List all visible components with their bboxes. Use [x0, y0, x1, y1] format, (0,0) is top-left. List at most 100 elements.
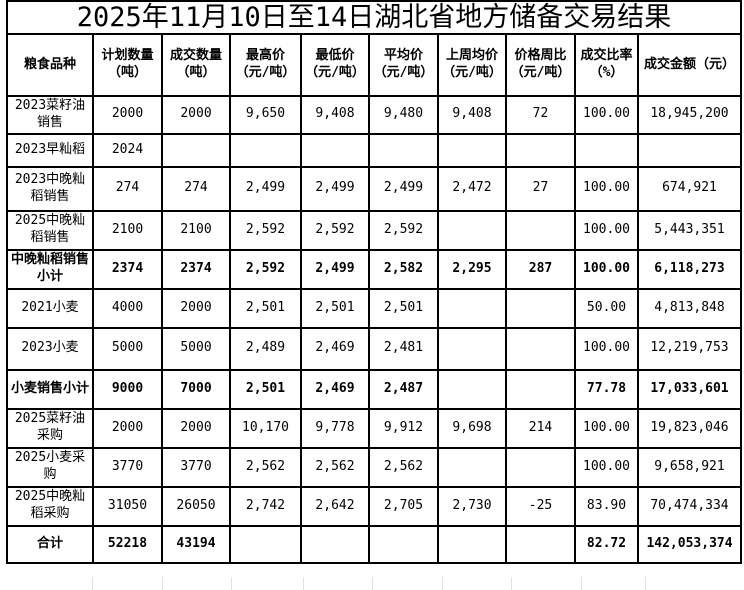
page-title: 2025年11月10日至14日湖北省地方储备交易结果: [6, 0, 742, 35]
column-header-traded-qty: 成交数量 （吨）: [161, 33, 231, 97]
table-row: 2023菜籽油销售 2000 2000 9,650 9,408 9,480 9,…: [6, 95, 742, 135]
cell-max-price: 2,562: [229, 446, 302, 488]
cell-price-week-on-week: [505, 326, 576, 371]
table-row: 中晚籼稻销售小计 2374 2374 2,592 2,499 2,582 2,2…: [6, 248, 742, 290]
cell-price-week-on-week: 27: [505, 165, 576, 212]
cell-traded-qty: 2000: [161, 407, 231, 449]
cell-avg-price: 2,481: [368, 326, 439, 371]
cell-max-price: 10,170: [229, 407, 302, 449]
cell-avg-price: 2,562: [368, 446, 439, 488]
table-row: 小麦销售小计 9000 7000 2,501 2,469 2,487 77.78…: [6, 368, 742, 410]
cell-min-price: [300, 132, 370, 168]
table-row: 2025菜籽油采购 2000 2000 10,170 9,778 9,912 9…: [6, 407, 742, 449]
cell-lastweek-avg-price: 2,730: [437, 485, 507, 527]
cell-trade-amount: 18,945,200: [637, 95, 742, 135]
cell-traded-qty: 2000: [161, 95, 231, 135]
cell-avg-price: 2,705: [368, 485, 439, 527]
cell-trade-ratio: 83.90: [574, 485, 639, 527]
row-label: 2025小麦采购: [6, 446, 94, 488]
cell-lastweek-avg-price: 2,472: [437, 165, 507, 212]
cell-traded-qty: 2374: [161, 248, 231, 290]
cell-price-week-on-week: 214: [505, 407, 576, 449]
cell-min-price: 2,642: [300, 485, 370, 527]
row-label: 2023菜籽油销售: [6, 95, 94, 135]
cell-lastweek-avg-price: [437, 326, 507, 371]
cell-trade-ratio: 100.00: [574, 326, 639, 371]
row-label: 合计: [6, 524, 94, 564]
cell-avg-price: 9,912: [368, 407, 439, 449]
cell-price-week-on-week: [505, 132, 576, 168]
cell-trade-ratio: 100.00: [574, 165, 639, 212]
cell-lastweek-avg-price: [437, 209, 507, 251]
cell-avg-price: [368, 524, 439, 564]
cell-price-week-on-week: [505, 287, 576, 329]
cell-planned-qty: 3770: [92, 446, 163, 488]
cell-planned-qty: 5000: [92, 326, 163, 371]
cell-min-price: 9,408: [300, 95, 370, 135]
cell-planned-qty: 31050: [92, 485, 163, 527]
cell-trade-ratio: 100.00: [574, 407, 639, 449]
cell-min-price: 2,592: [300, 209, 370, 251]
cell-min-price: 2,469: [300, 368, 370, 410]
cell-min-price: 2,499: [300, 248, 370, 290]
table-row: 2021小麦 4000 2000 2,501 2,501 2,501 50.00…: [6, 287, 742, 329]
cell-max-price: 9,650: [229, 95, 302, 135]
cell-max-price: 2,501: [229, 368, 302, 410]
cell-lastweek-avg-price: [437, 446, 507, 488]
cell-planned-qty: 52218: [92, 524, 163, 564]
table-row: 2023中晚籼稻销售 274 274 2,499 2,499 2,499 2,4…: [6, 165, 742, 212]
cell-max-price: 2,592: [229, 248, 302, 290]
cell-min-price: 2,499: [300, 165, 370, 212]
column-header-max-price: 最高价 （元/吨）: [229, 33, 302, 97]
cell-price-week-on-week: 287: [505, 248, 576, 290]
cell-planned-qty: 2100: [92, 209, 163, 251]
table-row: 2023小麦 5000 5000 2,489 2,469 2,481 100.0…: [6, 326, 742, 371]
cell-lastweek-avg-price: 9,698: [437, 407, 507, 449]
title-row: 2025年11月10日至14日湖北省地方储备交易结果: [6, 0, 742, 35]
header-row: 粮食品种 计划数量 （吨） 成交数量 （吨） 最高价 （元/吨） 最低价 （元/…: [6, 33, 742, 97]
column-header-trade-ratio: 成交比率 （%）: [574, 33, 639, 97]
cell-trade-amount: 19,823,046: [637, 407, 742, 449]
column-header-min-price: 最低价 （元/吨）: [300, 33, 370, 97]
cell-avg-price: 9,480: [368, 95, 439, 135]
cell-avg-price: 2,487: [368, 368, 439, 410]
cell-trade-ratio: [574, 132, 639, 168]
row-label: 2023小麦: [6, 326, 94, 371]
row-label: 2025中晚籼稻采购: [6, 485, 94, 527]
cell-trade-ratio: 100.00: [574, 209, 639, 251]
cell-trade-amount: 674,921: [637, 165, 742, 212]
cell-min-price: 9,778: [300, 407, 370, 449]
cell-trade-amount: 9,658,921: [637, 446, 742, 488]
cell-max-price: 2,489: [229, 326, 302, 371]
cell-max-price: 2,742: [229, 485, 302, 527]
cell-planned-qty: 274: [92, 165, 163, 212]
cell-avg-price: [368, 132, 439, 168]
row-label: 中晚籼稻销售小计: [6, 248, 94, 290]
cell-lastweek-avg-price: 9,408: [437, 95, 507, 135]
cell-max-price: 2,592: [229, 209, 302, 251]
trade-results-table: 2025年11月10日至14日湖北省地方储备交易结果 粮食品种 计划数量 （吨）…: [6, 0, 742, 564]
table-row: 2023早籼稻 2024: [6, 132, 742, 168]
cell-trade-ratio: 50.00: [574, 287, 639, 329]
column-header-price-week-on-week: 价格周比 （元/吨）: [505, 33, 576, 97]
cell-min-price: [300, 524, 370, 564]
cell-planned-qty: 2024: [92, 132, 163, 168]
cell-min-price: 2,469: [300, 326, 370, 371]
cell-traded-qty: 2000: [161, 287, 231, 329]
cell-trade-amount: 70,474,334: [637, 485, 742, 527]
row-label: 2025中晚籼稻销售: [6, 209, 94, 251]
cell-price-week-on-week: [505, 209, 576, 251]
cell-traded-qty: 43194: [161, 524, 231, 564]
cell-avg-price: 2,499: [368, 165, 439, 212]
cell-lastweek-avg-price: 2,295: [437, 248, 507, 290]
cell-trade-ratio: 100.00: [574, 248, 639, 290]
cell-max-price: 2,501: [229, 287, 302, 329]
column-header-planned-qty: 计划数量 （吨）: [92, 33, 163, 97]
cell-lastweek-avg-price: [437, 524, 507, 564]
cell-avg-price: 2,582: [368, 248, 439, 290]
cell-trade-amount: 6,118,273: [637, 248, 742, 290]
cell-price-week-on-week: [505, 368, 576, 410]
cell-price-week-on-week: [505, 446, 576, 488]
cell-avg-price: 2,592: [368, 209, 439, 251]
